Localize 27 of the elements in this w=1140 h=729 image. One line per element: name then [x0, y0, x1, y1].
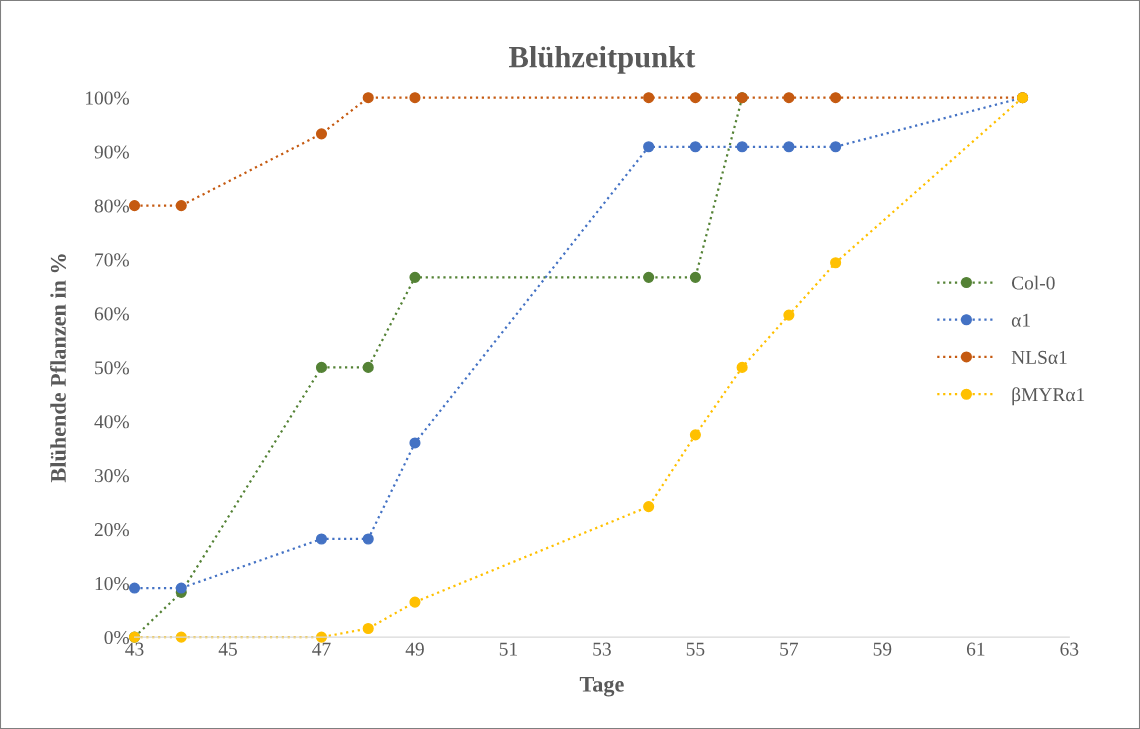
y-tick-label: 70%	[95, 253, 129, 267]
y-tick-label: 30%	[94, 469, 129, 483]
x-tick-label: 57	[780, 642, 799, 656]
y-tick-label: 10%	[95, 577, 129, 591]
y-tick-label: 50%	[95, 361, 129, 375]
x-axis-title: Tage	[579, 677, 624, 697]
y-tick-label: 80%	[94, 199, 129, 213]
x-tick-label: 45	[218, 642, 237, 656]
legend-label: α1	[1011, 313, 1030, 327]
y-tick-label: 100%	[86, 91, 129, 105]
y-axis-title: Blühende Pflanzen in %	[50, 254, 66, 483]
y-tick-label: 90%	[94, 145, 129, 159]
x-tick-label: 55	[686, 642, 705, 656]
chart-title: Blühzeitpunkt	[509, 45, 696, 74]
x-tick-label: 53	[593, 642, 611, 656]
y-tick-label: 40%	[94, 415, 129, 429]
legend-label: NLSα1	[1011, 350, 1067, 364]
x-tick-label: 51	[499, 642, 517, 656]
x-tick-label: 49	[405, 642, 424, 656]
legend-label: βMYRα1	[1012, 387, 1085, 406]
x-tick-label: 61	[966, 642, 985, 656]
legend-label: Col-0	[1011, 275, 1055, 290]
y-tick-label: 60%	[94, 307, 129, 321]
y-tick-label: 20%	[94, 523, 129, 537]
x-tick-label: 63	[1060, 642, 1079, 656]
x-tick-label: 59	[873, 642, 892, 656]
x-tick-label: 47	[312, 642, 331, 656]
